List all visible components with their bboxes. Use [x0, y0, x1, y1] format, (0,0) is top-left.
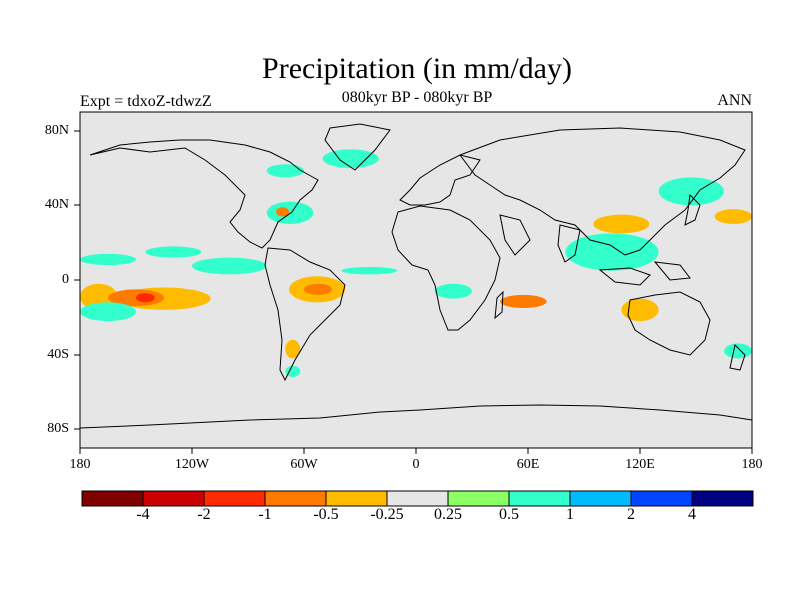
colorbar-swatch	[81, 490, 144, 507]
anomaly-region	[276, 207, 290, 217]
colorbar-label: 4	[688, 506, 696, 523]
anomaly-region	[266, 201, 314, 224]
map-background	[80, 112, 752, 448]
y-tick-label: 80N	[44, 123, 69, 138]
colorbar-swatch	[630, 490, 693, 507]
season-label: ANN	[717, 92, 752, 109]
colorbar-swatch	[325, 490, 388, 507]
x-tick-label: 120E	[625, 457, 655, 472]
x-tick-label: 180	[741, 457, 763, 472]
y-tick-label: 40S	[47, 347, 69, 362]
colorbar-label: -2	[197, 506, 211, 523]
x-tick-label: 0	[412, 457, 420, 472]
colorbar-swatch	[691, 490, 754, 507]
anomaly-region	[341, 291, 398, 303]
colorbar-swatch	[569, 490, 632, 507]
anomaly-region	[145, 246, 202, 258]
colorbar-label: -0.25	[370, 506, 404, 523]
experiment-label: Expt = tdxoZ-tdwzZ	[80, 93, 212, 110]
anomaly-region	[658, 298, 734, 314]
axis-ticks	[74, 130, 753, 454]
x-tick-label: 180	[69, 457, 91, 472]
anomaly-region	[621, 298, 659, 322]
anomaly-region	[499, 294, 547, 309]
anomaly-region	[136, 293, 155, 303]
colorbar-label: 2	[627, 506, 635, 523]
anomaly-region	[192, 257, 267, 275]
anomaly-region	[724, 343, 752, 359]
colorbar-swatch	[386, 490, 449, 507]
anomaly-region	[714, 209, 752, 225]
colorbar-swatch	[203, 490, 266, 507]
chart-title: Precipitation (in mm/day)	[262, 52, 572, 85]
colorbar-label: -1	[258, 506, 272, 523]
anomaly-region	[322, 149, 379, 169]
anomaly-region	[285, 365, 301, 378]
anomaly-region	[285, 339, 301, 359]
colorbar-label: -0.5	[313, 506, 339, 523]
coastlines	[80, 123, 752, 429]
chart-subtitle: 080kyr BP - 080kyr BP	[341, 89, 493, 106]
colorbar-label: -4	[136, 506, 150, 523]
anomaly-region	[565, 233, 659, 271]
y-tick-label: 40N	[44, 197, 69, 212]
anomaly-region	[304, 283, 332, 295]
anomaly-region	[80, 302, 136, 322]
x-tick-label: 120W	[174, 457, 210, 472]
colorbar-label: 1	[566, 506, 574, 523]
anomaly-region	[593, 214, 650, 234]
anomaly-region	[658, 177, 724, 206]
colorbar	[81, 490, 754, 507]
colorbar-swatch	[447, 490, 510, 507]
y-tick-label: 0	[62, 272, 69, 287]
anomaly-region	[341, 266, 398, 275]
colorbar-label: 0.25	[434, 506, 462, 523]
colorbar-label: 0.5	[499, 506, 519, 523]
x-tick-label: 60W	[290, 457, 318, 472]
colorbar-swatch	[142, 490, 205, 507]
y-tick-label: 80S	[47, 421, 69, 436]
colorbar-swatch	[508, 490, 571, 507]
x-tick-label: 60E	[516, 457, 540, 472]
anomaly-region	[434, 283, 473, 299]
colorbar-swatch	[264, 490, 327, 507]
precip-anomaly-layer	[80, 149, 752, 378]
anomaly-region	[266, 164, 305, 178]
anomaly-region	[80, 253, 136, 266]
